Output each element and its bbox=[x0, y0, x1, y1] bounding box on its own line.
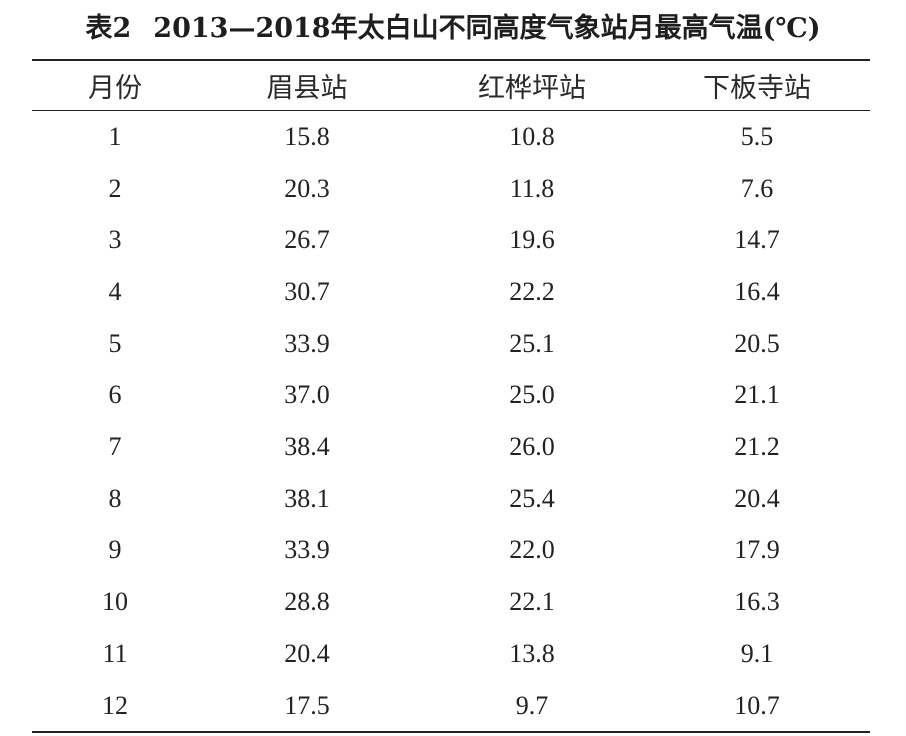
cell-xiabansi: 14.7 bbox=[734, 225, 780, 255]
cell-xiabansi: 17.9 bbox=[734, 535, 780, 565]
cell-honghuaping: 25.4 bbox=[509, 483, 555, 513]
column-header-month: 月份 bbox=[88, 72, 142, 104]
cell-xiabansi: 21.2 bbox=[734, 432, 780, 462]
cell-meixian: 38.1 bbox=[284, 483, 330, 513]
cell-month: 6 bbox=[108, 380, 122, 410]
cell-meixian: 33.9 bbox=[284, 328, 330, 358]
column-header-meixian: 眉县站 bbox=[266, 72, 348, 104]
top-rule bbox=[32, 59, 870, 61]
table-row: 6 37.0 25.0 21.1 bbox=[32, 370, 870, 422]
cell-month: 12 bbox=[102, 690, 128, 720]
table-number: 表2 bbox=[85, 13, 132, 44]
cell-month: 3 bbox=[108, 225, 122, 255]
table-row: 7 38.4 26.0 21.2 bbox=[32, 421, 870, 473]
cell-xiabansi: 7.6 bbox=[740, 173, 774, 203]
cell-xiabansi: 21.1 bbox=[734, 380, 780, 410]
cell-honghuaping: 22.1 bbox=[509, 587, 555, 617]
column-header-honghuaping: 红桦坪站 bbox=[478, 72, 586, 104]
table-row: 11 20.4 13.8 9.1 bbox=[32, 628, 870, 680]
cell-honghuaping: 13.8 bbox=[509, 638, 555, 668]
cell-xiabansi: 5.5 bbox=[740, 121, 774, 151]
cell-honghuaping: 10.8 bbox=[509, 121, 555, 151]
cell-honghuaping: 25.0 bbox=[509, 380, 555, 410]
table-row: 1 15.8 10.8 5.5 bbox=[32, 111, 870, 163]
cell-honghuaping: 19.6 bbox=[509, 225, 555, 255]
cell-meixian: 28.8 bbox=[284, 587, 330, 617]
cell-xiabansi: 20.5 bbox=[734, 328, 780, 358]
cell-month: 1 bbox=[108, 121, 122, 151]
cell-meixian: 37.0 bbox=[284, 380, 330, 410]
cell-honghuaping: 11.8 bbox=[509, 173, 555, 203]
table-row: 2 20.3 11.8 7.6 bbox=[32, 163, 870, 215]
cell-xiabansi: 16.4 bbox=[734, 276, 780, 306]
table-header: 月份 眉县站 红桦坪站 下板寺站 bbox=[32, 60, 870, 110]
table-row: 8 38.1 25.4 20.4 bbox=[32, 473, 870, 525]
table-caption: 2013—2018年太白山不同高度气象站月最高气温(℃) bbox=[153, 13, 821, 44]
cell-honghuaping: 26.0 bbox=[509, 432, 555, 462]
cell-xiabansi: 10.7 bbox=[734, 690, 780, 720]
cell-honghuaping: 22.2 bbox=[509, 276, 555, 306]
cell-meixian: 30.7 bbox=[284, 276, 330, 306]
cell-month: 2 bbox=[108, 173, 122, 203]
cell-honghuaping: 9.7 bbox=[515, 690, 549, 720]
cell-meixian: 15.8 bbox=[284, 121, 330, 151]
cell-month: 8 bbox=[108, 483, 122, 513]
table-row: 9 33.9 22.0 17.9 bbox=[32, 525, 870, 577]
cell-meixian: 17.5 bbox=[284, 690, 330, 720]
cell-month: 11 bbox=[102, 638, 128, 668]
column-header-xiabansi: 下板寺站 bbox=[703, 72, 811, 104]
table-title: 表2 2013—2018年太白山不同高度气象站月最高气温(℃) bbox=[0, 6, 906, 45]
header-rule bbox=[32, 110, 870, 111]
cell-month: 10 bbox=[102, 587, 128, 617]
cell-xiabansi: 20.4 bbox=[734, 483, 780, 513]
cell-month: 7 bbox=[108, 432, 122, 462]
cell-month: 9 bbox=[108, 535, 122, 565]
table-row: 12 17.5 9.7 10.7 bbox=[32, 680, 870, 732]
cell-meixian: 33.9 bbox=[284, 535, 330, 565]
cell-meixian: 20.3 bbox=[284, 173, 330, 203]
cell-meixian: 38.4 bbox=[284, 432, 330, 462]
cell-meixian: 20.4 bbox=[284, 638, 330, 668]
cell-xiabansi: 16.3 bbox=[734, 587, 780, 617]
bottom-rule bbox=[32, 731, 870, 733]
table-row: 3 26.7 19.6 14.7 bbox=[32, 214, 870, 266]
cell-month: 5 bbox=[108, 328, 122, 358]
cell-month: 4 bbox=[108, 276, 122, 306]
cell-xiabansi: 9.1 bbox=[740, 638, 774, 668]
cell-honghuaping: 25.1 bbox=[509, 328, 555, 358]
cell-meixian: 26.7 bbox=[284, 225, 330, 255]
table-row: 10 28.8 22.1 16.3 bbox=[32, 576, 870, 628]
table-row: 4 30.7 22.2 16.4 bbox=[32, 266, 870, 318]
cell-honghuaping: 22.0 bbox=[509, 535, 555, 565]
table-row: 5 33.9 25.1 20.5 bbox=[32, 318, 870, 370]
